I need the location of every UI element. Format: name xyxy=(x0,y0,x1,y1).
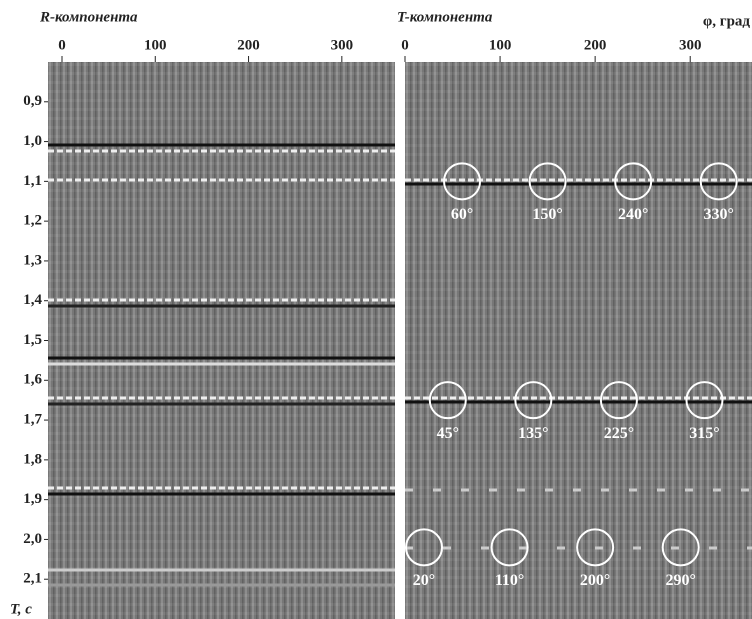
annotation-circle xyxy=(405,528,444,567)
annotation-label: 150° xyxy=(532,206,562,223)
annotation-label: 110° xyxy=(495,572,525,589)
y-tick-label: 0,9 xyxy=(23,93,42,109)
annotation-label: 290° xyxy=(665,572,695,589)
x-tick-label: 300 xyxy=(679,37,702,53)
annotation-label: 240° xyxy=(618,206,648,223)
y-tick-label: 2,1 xyxy=(23,571,42,587)
x-tick-label: 200 xyxy=(584,37,607,53)
annotation-label: 135° xyxy=(518,425,548,442)
y-axis-label: T, с xyxy=(10,601,32,617)
panel-title: R-компонента xyxy=(39,9,138,25)
x-tick-label: 200 xyxy=(237,37,260,53)
y-tick-label: 1,9 xyxy=(23,491,42,507)
annotation-label: 20° xyxy=(413,572,435,589)
y-tick-label: 1,8 xyxy=(23,451,42,467)
x-tick-label: 100 xyxy=(144,37,167,53)
annotation-label: 315° xyxy=(689,425,719,442)
panel-divider xyxy=(395,50,405,619)
annotation-label: 330° xyxy=(704,206,734,223)
panel-title: T-компонента xyxy=(397,9,493,25)
t-panel-texture xyxy=(405,62,752,619)
y-tick-label: 1,4 xyxy=(23,292,42,308)
annotation-circle xyxy=(699,162,738,201)
annotation-circle xyxy=(576,528,615,567)
x-tick-label: 100 xyxy=(489,37,512,53)
y-tick-label: 1,1 xyxy=(23,173,42,189)
y-tick-label: 1,3 xyxy=(23,252,42,268)
annotation-circle xyxy=(599,381,638,420)
r-panel-texture xyxy=(48,62,395,619)
annotation-label: 60° xyxy=(451,206,473,223)
y-tick-label: 2,0 xyxy=(23,531,42,547)
reflectors xyxy=(48,143,752,587)
annotation-circle xyxy=(685,381,724,420)
annotation-label: 200° xyxy=(580,572,610,589)
y-tick-label: 1,7 xyxy=(23,412,42,428)
annotation-circle xyxy=(443,162,482,201)
annotation-label: 45° xyxy=(437,425,459,442)
y-tick-label: 1,6 xyxy=(23,372,42,388)
y-tick-label: 1,0 xyxy=(23,133,42,149)
x-tick-label: 0 xyxy=(401,37,409,53)
annotation-circle xyxy=(514,381,553,420)
annotation-circle xyxy=(528,162,567,201)
x-axis-label: φ, град xyxy=(703,13,751,29)
y-tick-label: 1,2 xyxy=(23,213,42,229)
x-tick-label: 300 xyxy=(331,37,354,53)
annotation-circle xyxy=(661,528,700,567)
y-tick-label: 1,5 xyxy=(23,332,42,348)
annotation-circle xyxy=(428,381,467,420)
annotation-circle xyxy=(614,162,653,201)
seismic-panels xyxy=(48,50,752,619)
annotation-circle xyxy=(490,528,529,567)
annotation-label: 225° xyxy=(604,425,634,442)
x-tick-label: 0 xyxy=(58,37,66,53)
